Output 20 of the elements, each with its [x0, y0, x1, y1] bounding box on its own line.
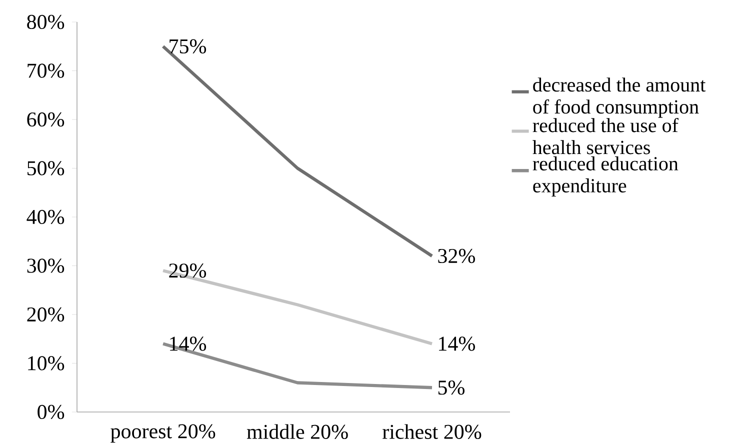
y-tick-label: 10%	[28, 356, 64, 370]
legend-label: reduced education expenditure	[532, 156, 678, 197]
x-tick-label: middle 20%	[246, 424, 348, 440]
y-tick-label: 0%	[38, 404, 64, 420]
data-label: 14%	[170, 336, 206, 351]
x-tick-label: richest 20%	[382, 424, 482, 440]
y-tick-label: 40%	[26, 210, 64, 224]
y-tick-label: 20%	[27, 307, 64, 322]
data-label: 29%	[169, 264, 206, 278]
y-tick-label: 60%	[27, 112, 64, 127]
y-tick-label: 30%	[27, 258, 64, 273]
x-tick-label: poorest 20%	[110, 424, 216, 443]
legend-label: reduced the use of health services	[532, 118, 678, 154]
data-label: 14%	[439, 336, 475, 351]
y-tick-label: 70%	[28, 64, 64, 78]
data-label: 5%	[438, 380, 464, 395]
data-label: 32%	[438, 248, 475, 264]
y-tick-label: 80%	[27, 14, 64, 30]
y-tick-label: 50%	[28, 161, 64, 176]
data-label: 75%	[170, 39, 206, 54]
